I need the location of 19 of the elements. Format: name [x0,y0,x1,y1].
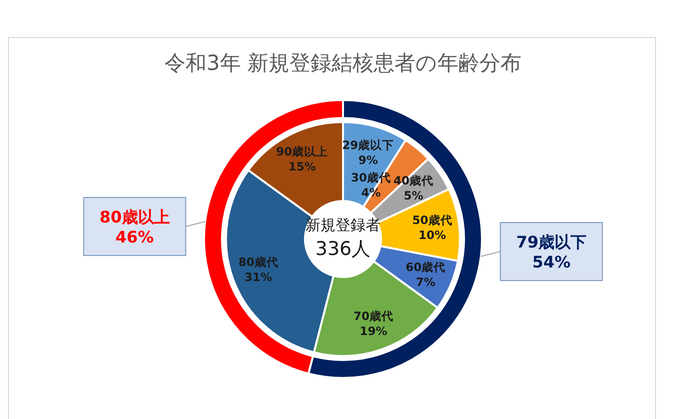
data-label: 9% [358,153,378,168]
text: 新規登録者 [306,216,380,234]
data-label: 54% [532,252,570,272]
chart-title: 令和3年 新規登録結核患者の年齢分布 [164,51,522,75]
data-label: 10% [418,228,447,242]
slice-label: 50歳代 [412,213,452,228]
data-label: 5% [404,188,424,202]
text: 336人 [315,238,371,260]
data-label: 15% [288,159,316,174]
data-label: 7% [416,275,436,290]
data-label: 46% [116,226,154,246]
slice-label: 70歳代 [353,309,394,324]
slice-label: 79歳以下 [516,232,586,252]
data-label: 31% [244,270,273,284]
data-label: 19% [360,324,388,338]
slice-label: 90歳以上 [276,144,328,158]
slice-label: 80歳以上 [100,206,170,226]
slice-label: 60歳代 [406,260,446,274]
slice-label: 80歳代 [238,254,278,269]
